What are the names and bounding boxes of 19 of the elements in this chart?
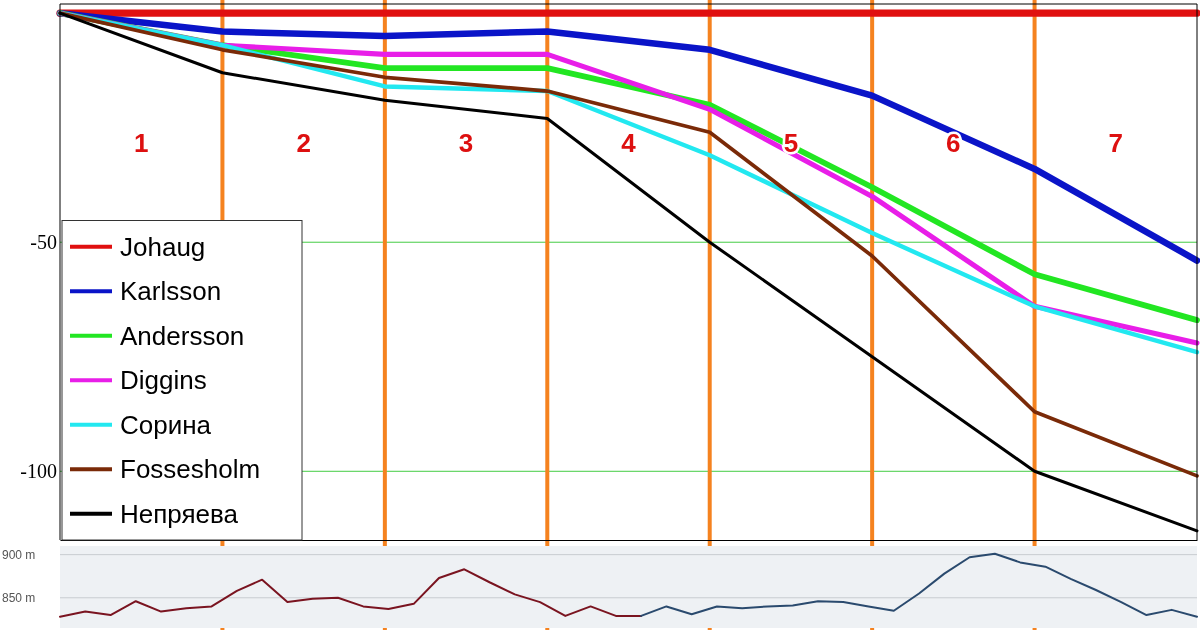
- annotation: 7: [1108, 128, 1124, 159]
- legend-label: Andersson: [120, 320, 245, 351]
- y-tick-label: 850 m: [2, 591, 36, 606]
- annotation: 1: [133, 128, 149, 159]
- y-tick-label: -100: [20, 460, 57, 483]
- legend-label: Непряева: [120, 498, 239, 529]
- annotation: 3: [458, 128, 474, 159]
- y-tick-label: 900 m: [2, 547, 36, 562]
- y-tick-label: -50: [30, 231, 57, 254]
- legend-label: Karlsson: [120, 276, 222, 307]
- annotation: 2: [296, 128, 311, 159]
- annotation: 6: [946, 128, 961, 159]
- line-series: [640, 552, 1198, 618]
- legend-label: Fossesholm: [120, 454, 261, 485]
- line-series: [59, 568, 643, 618]
- annotation: 4: [621, 128, 637, 159]
- legend-label: Diggins: [120, 365, 207, 396]
- legend-label: Сорина: [120, 409, 212, 440]
- legend-label: Johaug: [120, 231, 206, 262]
